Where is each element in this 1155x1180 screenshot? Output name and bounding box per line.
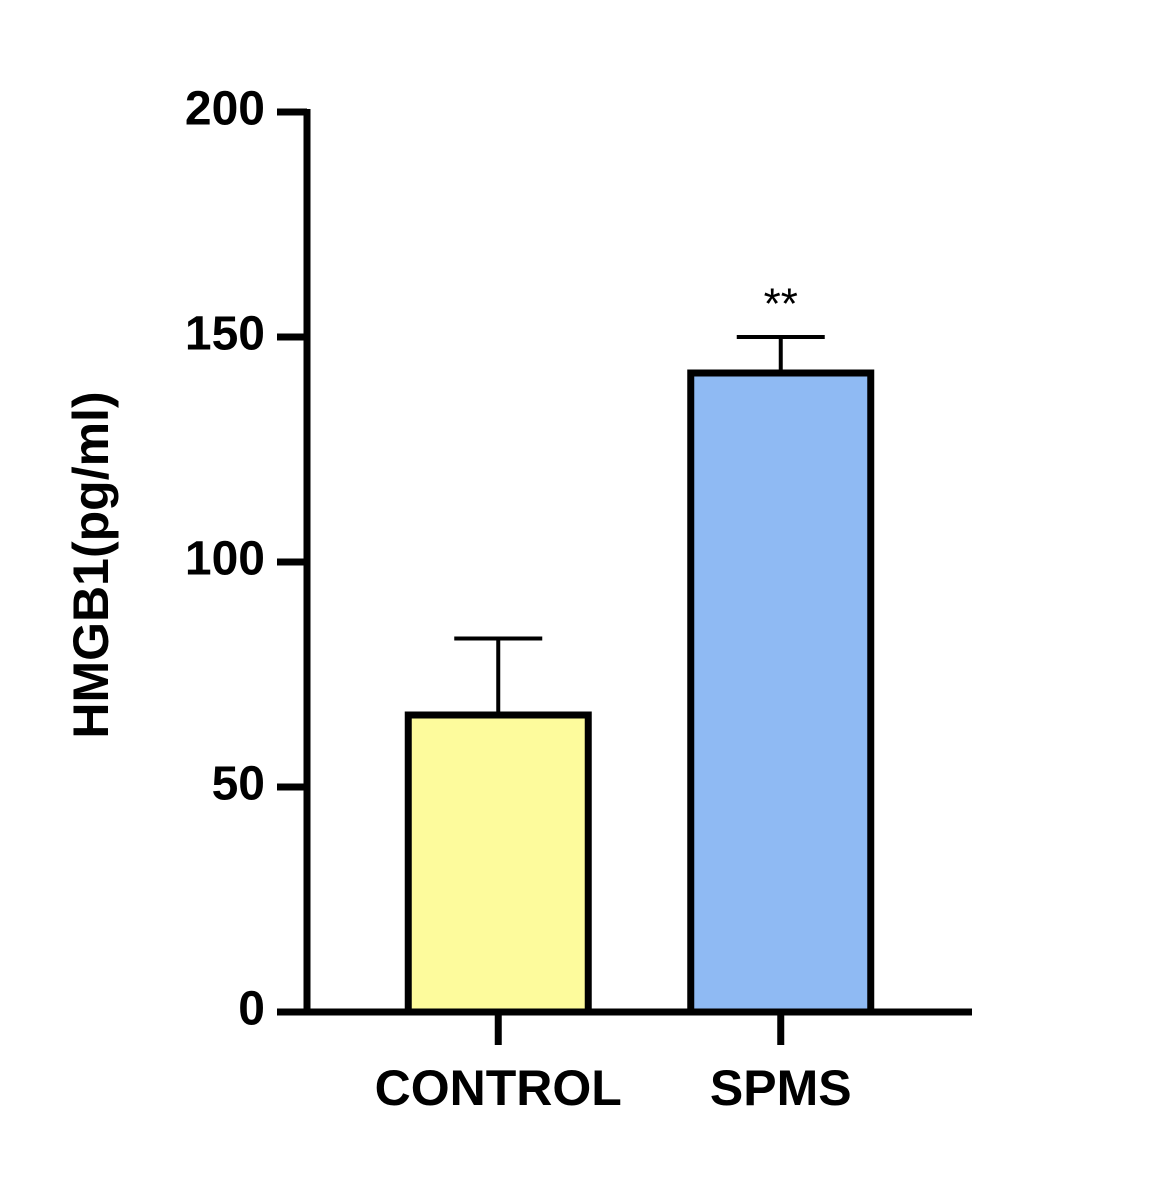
y-tick-label: 100: [185, 533, 265, 586]
y-axis-title: HMGB1(pg/ml): [63, 391, 119, 738]
x-tick-label: CONTROL: [375, 1060, 622, 1116]
x-tick-label: SPMS: [710, 1060, 852, 1116]
bar: [404, 711, 592, 1016]
y-tick-label: 0: [238, 983, 265, 1036]
y-tick-label: 150: [185, 308, 265, 361]
y-tick-label: 50: [212, 758, 265, 811]
y-tick-label: 200: [185, 83, 265, 136]
significance-annotation: **: [764, 280, 798, 329]
bar: [687, 369, 875, 1016]
